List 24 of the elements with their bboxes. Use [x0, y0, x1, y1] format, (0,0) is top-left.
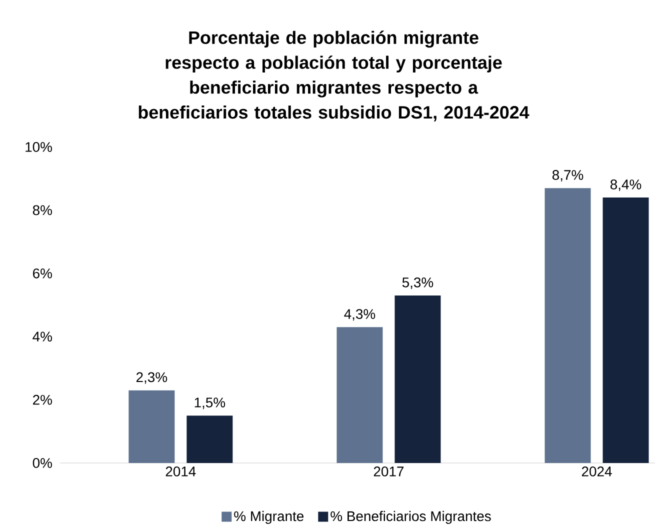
x-tick-label: 2024: [582, 466, 612, 476]
bar: [394, 296, 441, 463]
data-label: 2,3%: [136, 372, 168, 384]
chart-title: Porcentaje de población migrante respecto a población total y porcentaje beneficiario migrantes respecto a beneficiarios totales subsidio DS1, 2014-2024: [138, 30, 530, 122]
data-label: 5,3%: [402, 277, 434, 289]
bar: [544, 188, 591, 463]
y-tick-label: 4%: [32, 332, 52, 342]
legend-label: % Migrante: [234, 510, 304, 524]
y-tick-label: 6%: [33, 268, 52, 278]
data-label: 8,4%: [610, 180, 642, 192]
y-tick-label: 8%: [32, 205, 52, 216]
y-tick-label: 0%: [32, 458, 52, 468]
data-label: 1,5%: [194, 398, 226, 410]
y-tick-label: 2%: [33, 394, 52, 405]
bar: [128, 390, 175, 463]
legend-label: % Beneficiarios Migrantes: [330, 510, 491, 524]
bar: [186, 416, 233, 463]
y-tick-label: 10%: [26, 142, 52, 152]
bar: [602, 198, 649, 463]
data-label: 4,3%: [344, 309, 376, 321]
x-tick-label: 2014: [166, 466, 196, 476]
x-tick-label: 2017: [374, 466, 404, 476]
data-label: 8,7%: [552, 170, 584, 182]
bar: [336, 327, 383, 463]
